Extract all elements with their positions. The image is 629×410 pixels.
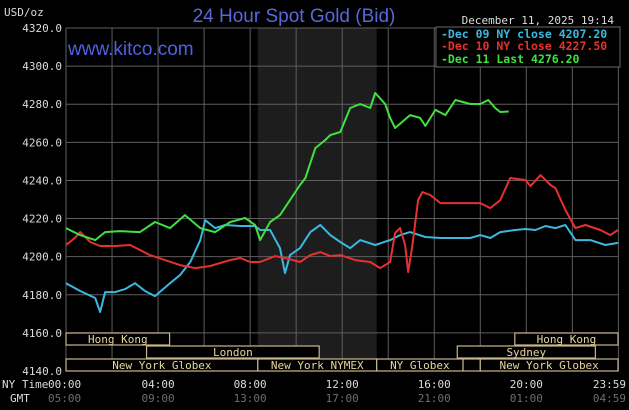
series-line-dec-09-ny-close: [65, 219, 619, 314]
y-tick-label: 4200.0: [22, 251, 62, 264]
session-bar: New York Globex: [65, 358, 259, 372]
session-bar: Hong Kong: [65, 332, 171, 346]
kitco-watermark: www.kitco.com: [67, 39, 194, 60]
y-tick-label: 4300.0: [22, 60, 62, 73]
session-label: London: [213, 346, 253, 359]
legend-entry-dec11: -Dec 11 Last 4276.20: [441, 52, 580, 66]
x-tick-label-gmt: 05:00: [48, 392, 81, 405]
legend-entry-dec09: -Dec 09 NY close 4207.20: [441, 27, 607, 41]
session-bar: [462, 358, 481, 372]
x-tick-label-ny: 04:00: [142, 378, 175, 391]
x-tick-label-gmt: 04:59: [593, 392, 626, 405]
y-tick-label: 4260.0: [22, 136, 62, 149]
session-bar: New York NYMEX: [257, 358, 378, 372]
x-tick-label-ny: 08:00: [234, 378, 267, 391]
timestamp: December 11, 2025 19:14: [462, 14, 615, 27]
session-label: New York Globex: [112, 359, 212, 372]
y-tick-label: 4180.0: [22, 289, 62, 302]
y-axis: 4320.0 4300.0 4280.0 4260.0 4240.0 4220.0 4200…: [22, 22, 62, 378]
session-box: [65, 332, 171, 346]
x-tick-label-ny: 23:59: [593, 378, 626, 391]
session-bar: New York Globex: [479, 358, 619, 372]
session-label: New York Globex: [499, 359, 599, 372]
gmt-label: GMT: [10, 392, 30, 405]
y-tick-label: 4240.0: [22, 174, 62, 187]
session-box: [514, 332, 619, 346]
x-tick-label-gmt: 09:00: [142, 392, 175, 405]
y-tick-label: 4140.0: [22, 365, 62, 378]
session-label: NY Globex: [390, 359, 450, 372]
session-box: [479, 358, 619, 372]
session-bar: Hong Kong: [514, 332, 619, 346]
x-tick-label-gmt: 17:00: [326, 392, 359, 405]
y-tick-label: 4320.0: [22, 22, 62, 35]
session-bar: London: [145, 345, 320, 359]
session-box: [462, 358, 481, 372]
session-bar: Sydney: [456, 345, 596, 359]
x-tick-label-gmt: 01:00: [510, 392, 543, 405]
x-tick-label-ny: 16:00: [418, 378, 451, 391]
y-tick-label: 4280.0: [22, 98, 62, 111]
y-axis-label: USD/oz: [4, 6, 44, 19]
x-tick-label-ny: 00:00: [48, 378, 81, 391]
nymex-shaded-period: [257, 28, 377, 371]
legend: -Dec 09 NY close 4207.20 -Dec 10 NY clos…: [435, 26, 621, 68]
series-line-dec-11-last: [65, 92, 509, 242]
series-lines: [65, 92, 619, 314]
y-tick-label: 4160.0: [22, 327, 62, 340]
session-box: [456, 345, 596, 359]
session-label: Hong Kong: [537, 333, 597, 346]
chart-title: 24 Hour Spot Gold (Bid): [193, 6, 396, 27]
session-label: New York NYMEX: [271, 359, 364, 372]
y-tick-label: 4220.0: [22, 213, 62, 226]
legend-box: [435, 26, 621, 68]
session-label: Hong Kong: [88, 333, 148, 346]
session-box: [145, 345, 320, 359]
x-tick-label-gmt: 13:00: [234, 392, 267, 405]
x-tick-label-ny: 20:00: [510, 378, 543, 391]
session-label: Sydney: [506, 346, 546, 359]
series-line-dec-10-ny-close: [65, 174, 619, 274]
x-tick-label-ny: 12:00: [326, 378, 359, 391]
ny-time-label: NY Time: [2, 378, 48, 391]
session-bar: NY Globex: [376, 358, 464, 372]
x-tick-label-gmt: 21:00: [418, 392, 451, 405]
legend-entry-dec10: -Dec 10 NY close 4227.50: [441, 39, 607, 53]
